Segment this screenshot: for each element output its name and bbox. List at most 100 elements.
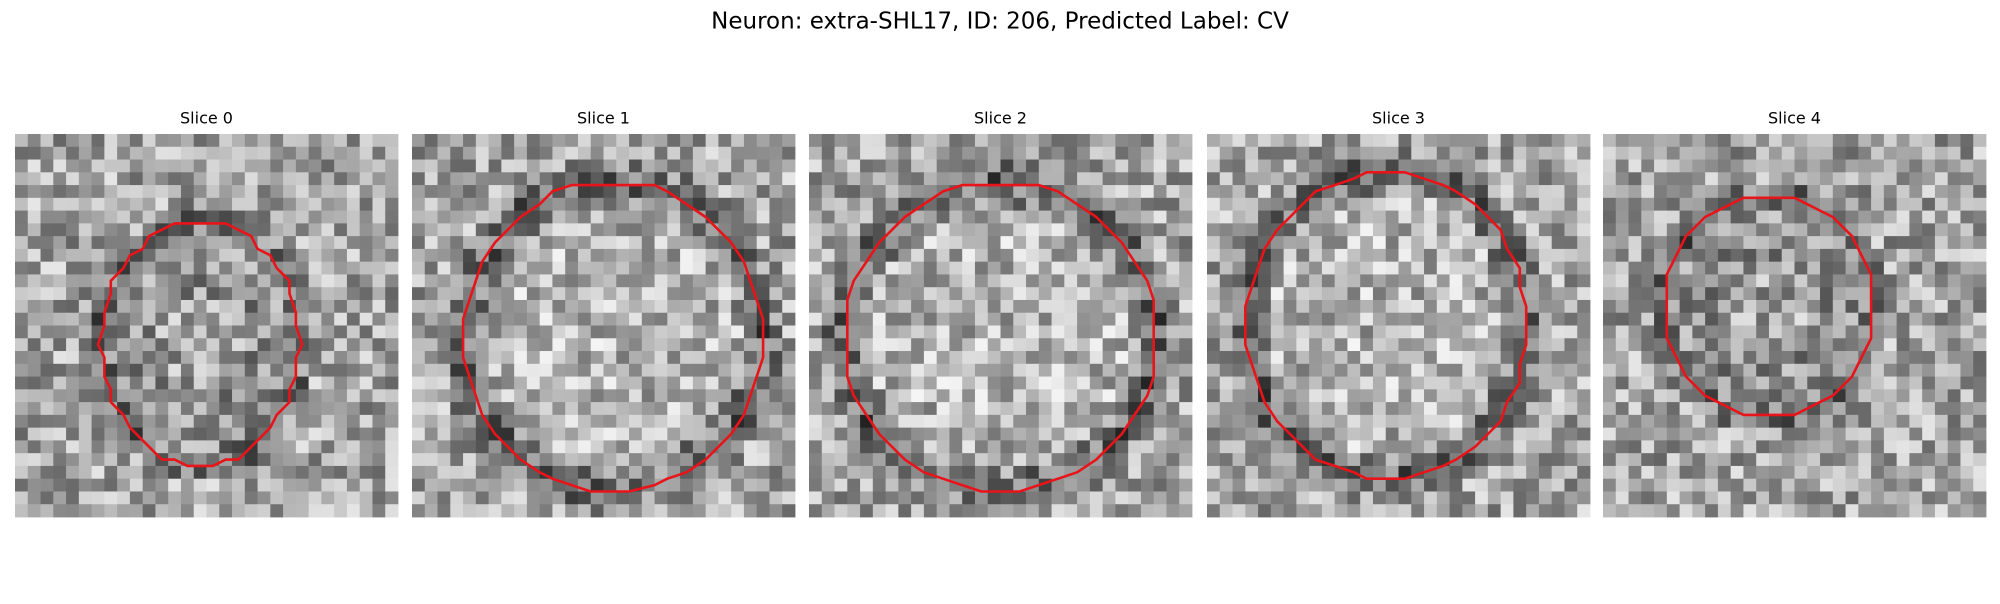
pixel <box>539 402 553 416</box>
pixel <box>283 491 297 505</box>
pixel <box>463 223 477 237</box>
pixel <box>936 134 950 148</box>
pixel <box>1973 389 1987 403</box>
pixel <box>450 312 464 326</box>
pixel <box>949 325 963 339</box>
pixel <box>1705 159 1719 173</box>
pixel <box>117 223 131 237</box>
pixel <box>1526 223 1540 237</box>
pixel <box>911 261 925 275</box>
pixel <box>1232 197 1246 211</box>
pixel <box>1845 299 1859 314</box>
pixel <box>1717 287 1732 301</box>
pixel <box>1038 402 1052 416</box>
pixel <box>1436 363 1450 377</box>
pixel <box>488 338 502 352</box>
pixel <box>603 197 617 211</box>
contour <box>1665 196 1873 417</box>
pixel <box>1871 351 1885 365</box>
pixel <box>1603 172 1617 186</box>
pixel <box>104 504 118 518</box>
pixel <box>552 159 566 173</box>
pixel <box>1153 185 1167 199</box>
pixel <box>117 210 131 224</box>
pixel <box>756 465 770 480</box>
pixel <box>424 299 438 314</box>
pixel <box>1615 210 1629 224</box>
pixel <box>577 414 592 429</box>
pixel <box>1064 491 1078 505</box>
pixel <box>117 389 131 403</box>
pixel <box>577 338 592 352</box>
pixel <box>1026 325 1040 339</box>
pixel <box>1385 223 1399 237</box>
pixel <box>629 465 643 480</box>
pixel <box>412 287 426 301</box>
pixel <box>1360 236 1374 250</box>
pixel <box>1026 134 1040 148</box>
pixel <box>1679 248 1693 263</box>
pixel <box>488 351 502 365</box>
pixel <box>692 338 707 352</box>
pixel <box>1743 465 1757 480</box>
pixel <box>1219 402 1233 416</box>
pixel <box>705 389 719 403</box>
pixel <box>1628 402 1642 416</box>
pixel <box>1026 236 1040 250</box>
pixel <box>372 427 386 441</box>
pixel <box>1064 274 1078 288</box>
pixel <box>769 287 783 301</box>
pixel <box>40 351 54 365</box>
pixel <box>321 465 335 480</box>
pixel <box>514 504 528 518</box>
pixel <box>1832 274 1846 288</box>
pixel <box>168 427 182 441</box>
pixel <box>412 465 426 480</box>
pixel <box>1064 504 1078 518</box>
pixel <box>1013 197 1027 211</box>
pixel <box>1628 478 1642 492</box>
pixel <box>385 402 399 416</box>
pixel <box>1000 248 1014 263</box>
pixel <box>731 440 745 454</box>
pixel <box>1781 402 1795 416</box>
pixel <box>705 338 719 352</box>
pixel <box>1475 159 1489 173</box>
pixel <box>1513 172 1527 186</box>
pixel <box>308 427 322 441</box>
pixel <box>885 299 899 314</box>
pixel <box>450 146 464 160</box>
pixel <box>616 159 630 173</box>
pixel <box>1730 427 1744 441</box>
pixel <box>1115 491 1129 505</box>
pixel <box>1768 351 1783 365</box>
pixel <box>872 478 886 492</box>
pixel <box>232 338 246 352</box>
pixel <box>244 453 258 467</box>
pixel <box>1500 491 1514 505</box>
pixel <box>1934 453 1949 467</box>
pixel <box>654 376 668 390</box>
pixel <box>283 363 297 377</box>
pixel <box>705 465 719 480</box>
pixel <box>577 491 592 505</box>
pixel <box>782 351 796 365</box>
pixel <box>1794 478 1808 492</box>
pixel <box>1153 312 1167 326</box>
pixel <box>1922 287 1936 301</box>
pixel <box>936 236 950 250</box>
pixel <box>129 504 144 518</box>
pixel <box>962 185 976 199</box>
pixel <box>654 351 668 365</box>
pixel <box>565 312 579 326</box>
pixel <box>680 312 694 326</box>
pixel <box>1051 338 1065 352</box>
pixel <box>692 427 707 441</box>
pixel <box>321 351 335 365</box>
pixel <box>1140 414 1155 429</box>
pixel <box>1026 338 1040 352</box>
pixel <box>974 376 989 390</box>
pixel <box>552 274 566 288</box>
pixel <box>219 312 233 326</box>
pixel <box>142 312 156 326</box>
